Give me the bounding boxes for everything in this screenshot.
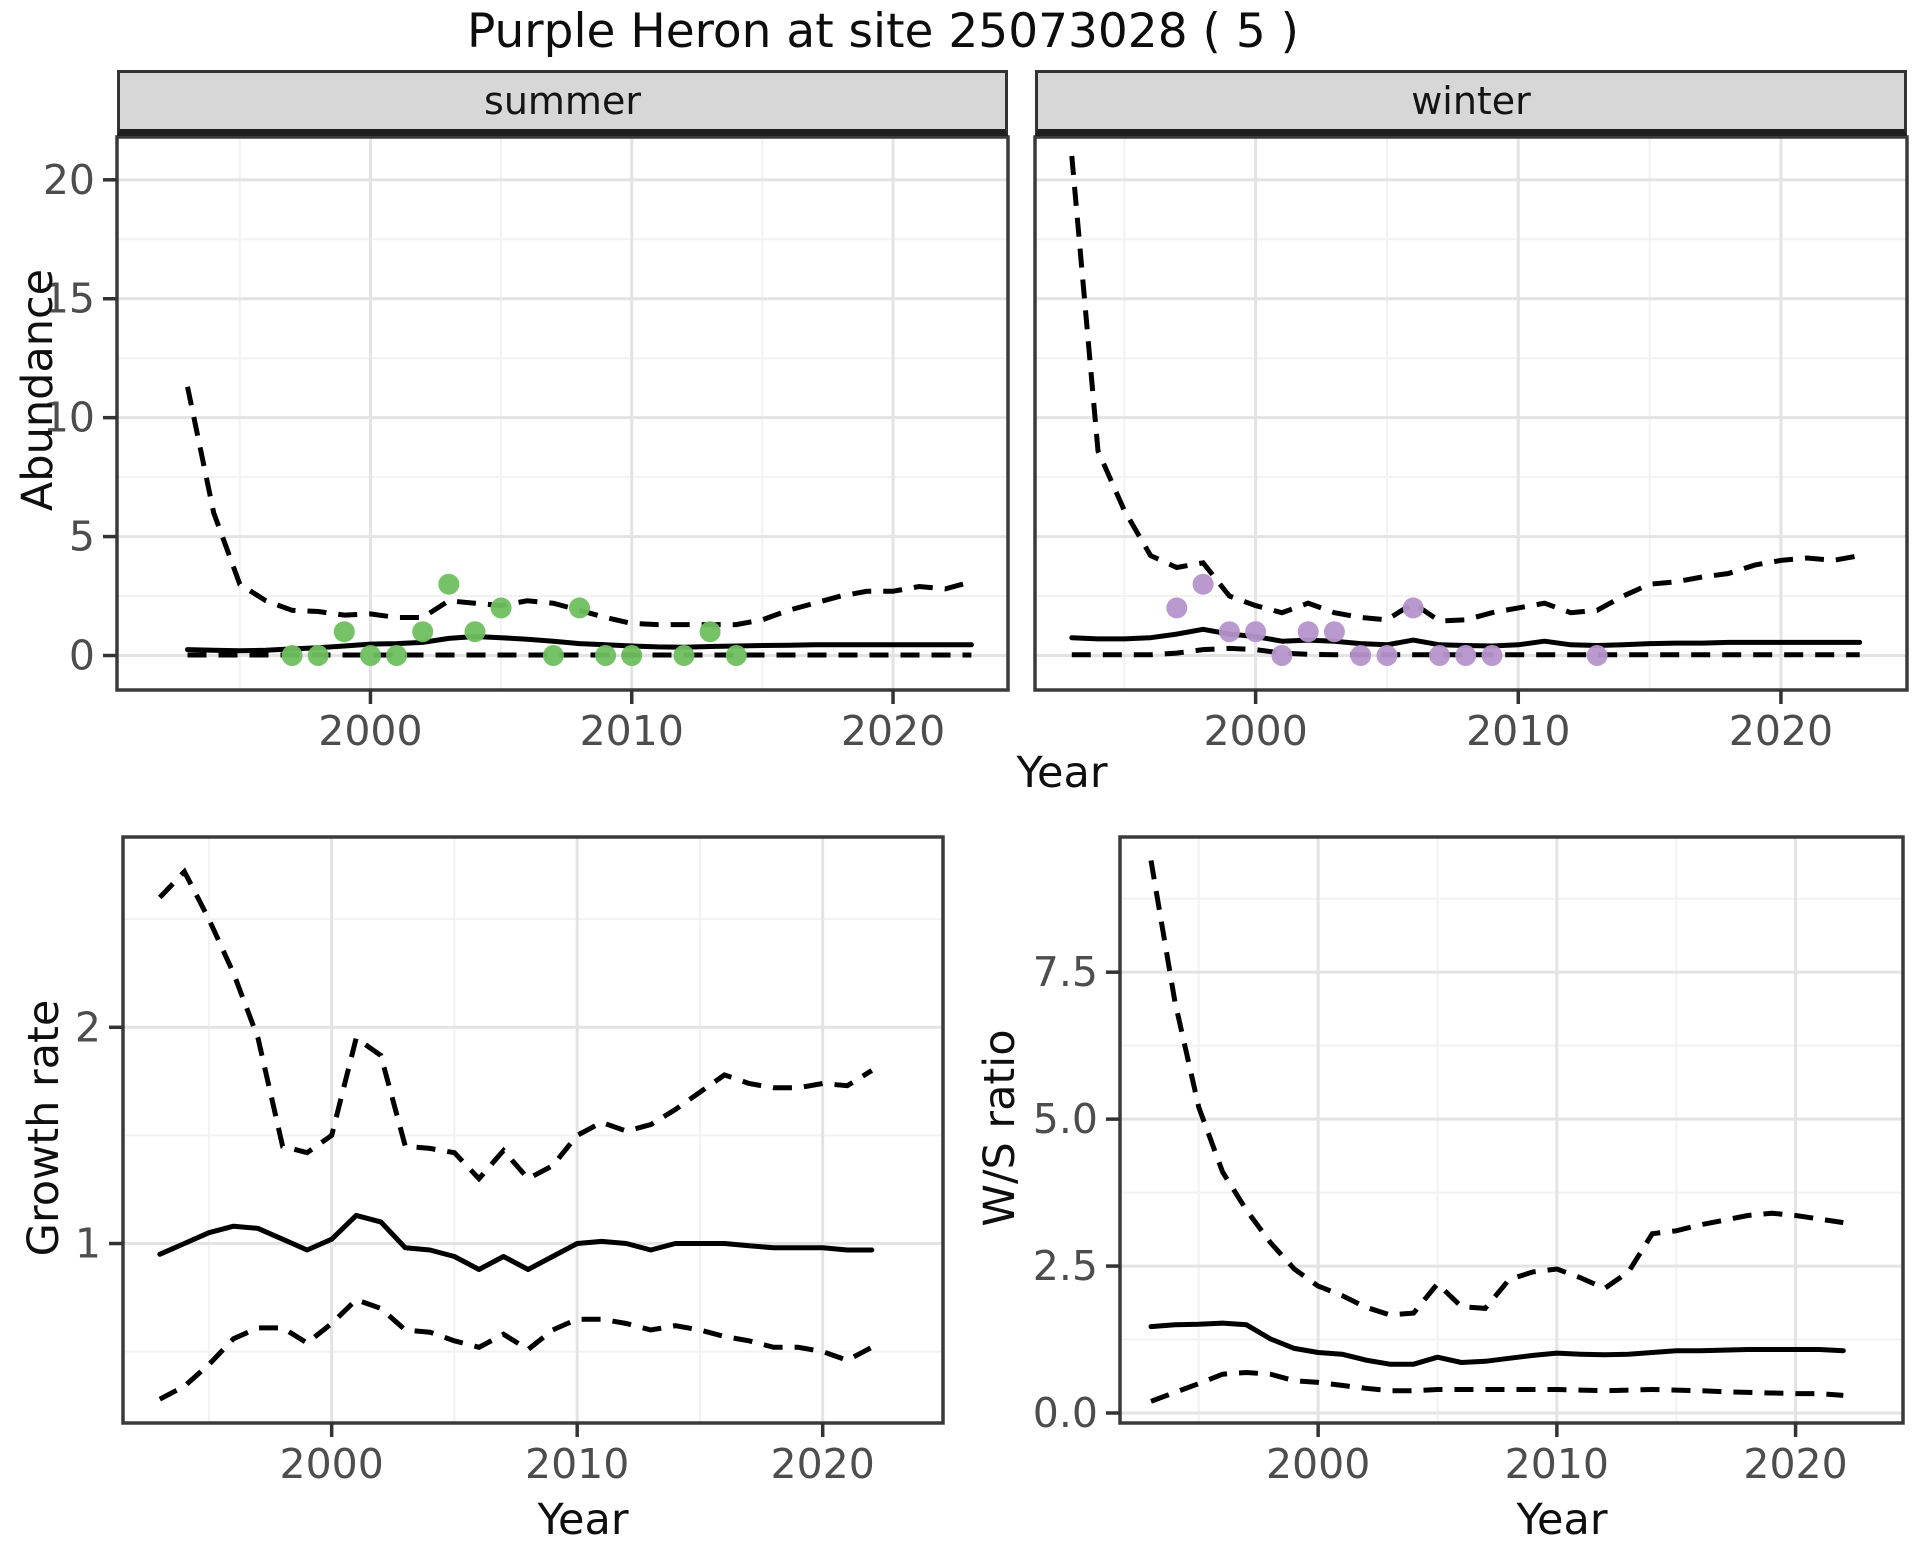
observation-point	[1429, 645, 1450, 666]
observation-point	[412, 621, 434, 643]
observation-point	[1350, 645, 1372, 666]
observation-point	[464, 621, 486, 643]
observation-point	[1323, 621, 1345, 643]
lower-ci-line	[158, 1296, 873, 1402]
y-axis-label-ws-ratio: W/S ratio	[975, 1029, 1025, 1227]
x-tick-label: 2000	[318, 707, 422, 755]
y-tick-label: 2	[75, 1003, 101, 1051]
panel-border	[115, 135, 1010, 692]
observation-point	[1455, 645, 1477, 666]
observation-point	[725, 645, 747, 666]
lower-ci-line	[1071, 645, 1860, 658]
y-tick-label: 7.5	[1033, 948, 1098, 996]
x-tick-label: 2020	[841, 707, 945, 755]
observation-point	[281, 645, 303, 666]
y-axis-label-growth-rate: Growth rate	[19, 999, 69, 1257]
x-axis-label-year-top: Year	[1016, 748, 1108, 798]
x-tick-label: 2020	[1729, 707, 1833, 755]
observation-point	[1481, 645, 1503, 666]
observation-point	[621, 645, 643, 666]
observation-point	[1376, 645, 1398, 666]
x-tick-label: 2020	[1743, 1440, 1847, 1488]
x-tick-label: 2020	[771, 1440, 875, 1488]
y-tick-label: 20	[43, 156, 95, 204]
observation-point	[699, 621, 721, 643]
y-tick-label: 0.0	[1033, 1389, 1098, 1437]
observation-point	[1271, 645, 1293, 666]
observation-point	[386, 645, 408, 666]
y-tick-label: 2.5	[1033, 1242, 1098, 1290]
y-tick-label: 1	[75, 1220, 101, 1268]
observation-point	[490, 597, 512, 619]
y-axis-label-abundance: Abundance	[13, 268, 63, 512]
observation-point	[542, 645, 564, 666]
observation-point	[1586, 645, 1608, 666]
x-tick-label: 2000	[1266, 1440, 1370, 1488]
panel-ws: 2000 2010 2020 0.0 2.5 5.0 7.5	[1033, 835, 1905, 1488]
y-tick-label: 15	[43, 275, 95, 323]
mean-line	[1148, 1320, 1846, 1367]
observation-point	[1218, 621, 1240, 643]
lower-ci-line	[1150, 1369, 1844, 1404]
facet-strip-winter: winter	[1035, 70, 1907, 136]
mean-line	[157, 1212, 875, 1272]
observation-point	[307, 645, 329, 666]
upper-ci-line	[157, 867, 874, 1183]
x-tick-label: 2000	[1203, 707, 1307, 755]
x-tick-label: 2010	[1466, 707, 1570, 755]
facet-strip-summer: summer	[117, 70, 1008, 136]
y-tick-label: 5.0	[1033, 1095, 1098, 1143]
facet-strip-summer-label: summer	[484, 79, 641, 123]
panel-border	[121, 835, 945, 1425]
y-tick-label: 5	[69, 513, 95, 561]
x-tick-label: 2010	[525, 1440, 629, 1488]
observation-point	[333, 621, 355, 643]
upper-ci-line	[1069, 155, 1861, 624]
observation-point	[1297, 621, 1319, 643]
x-tick-label: 2010	[580, 707, 684, 755]
panel-growth: 2000 2010 2020 1 2	[75, 835, 945, 1488]
x-axis-label-year-ws: Year	[1516, 1495, 1608, 1545]
x-tick-label: 2000	[280, 1440, 384, 1488]
observation-point	[1402, 597, 1424, 619]
observation-point	[1245, 621, 1267, 643]
observation-point	[360, 645, 381, 666]
panel-border	[1033, 135, 1909, 692]
y-tick-label: 0	[69, 632, 95, 680]
y-tick-label: 10	[43, 394, 95, 442]
observation-point	[595, 645, 617, 666]
observation-point	[1166, 597, 1188, 619]
panel-summer: 2000 2010 2020 0 5 10 15 20	[43, 135, 1010, 755]
x-axis-label-year-growth: Year	[537, 1495, 629, 1545]
upper-ci-line	[1148, 860, 1844, 1318]
x-tick-label: 2010	[1505, 1440, 1609, 1488]
panel-border	[1118, 835, 1905, 1425]
panel-winter: 2000 2010 2020	[1033, 135, 1909, 755]
observation-point	[569, 597, 590, 619]
observation-point	[1192, 573, 1214, 595]
observation-point	[673, 645, 695, 666]
observation-point	[438, 573, 460, 595]
chart-title: Purple Heron at site 25073028 ( 5 )	[466, 4, 1300, 59]
facet-strip-winter-label: winter	[1411, 79, 1531, 123]
